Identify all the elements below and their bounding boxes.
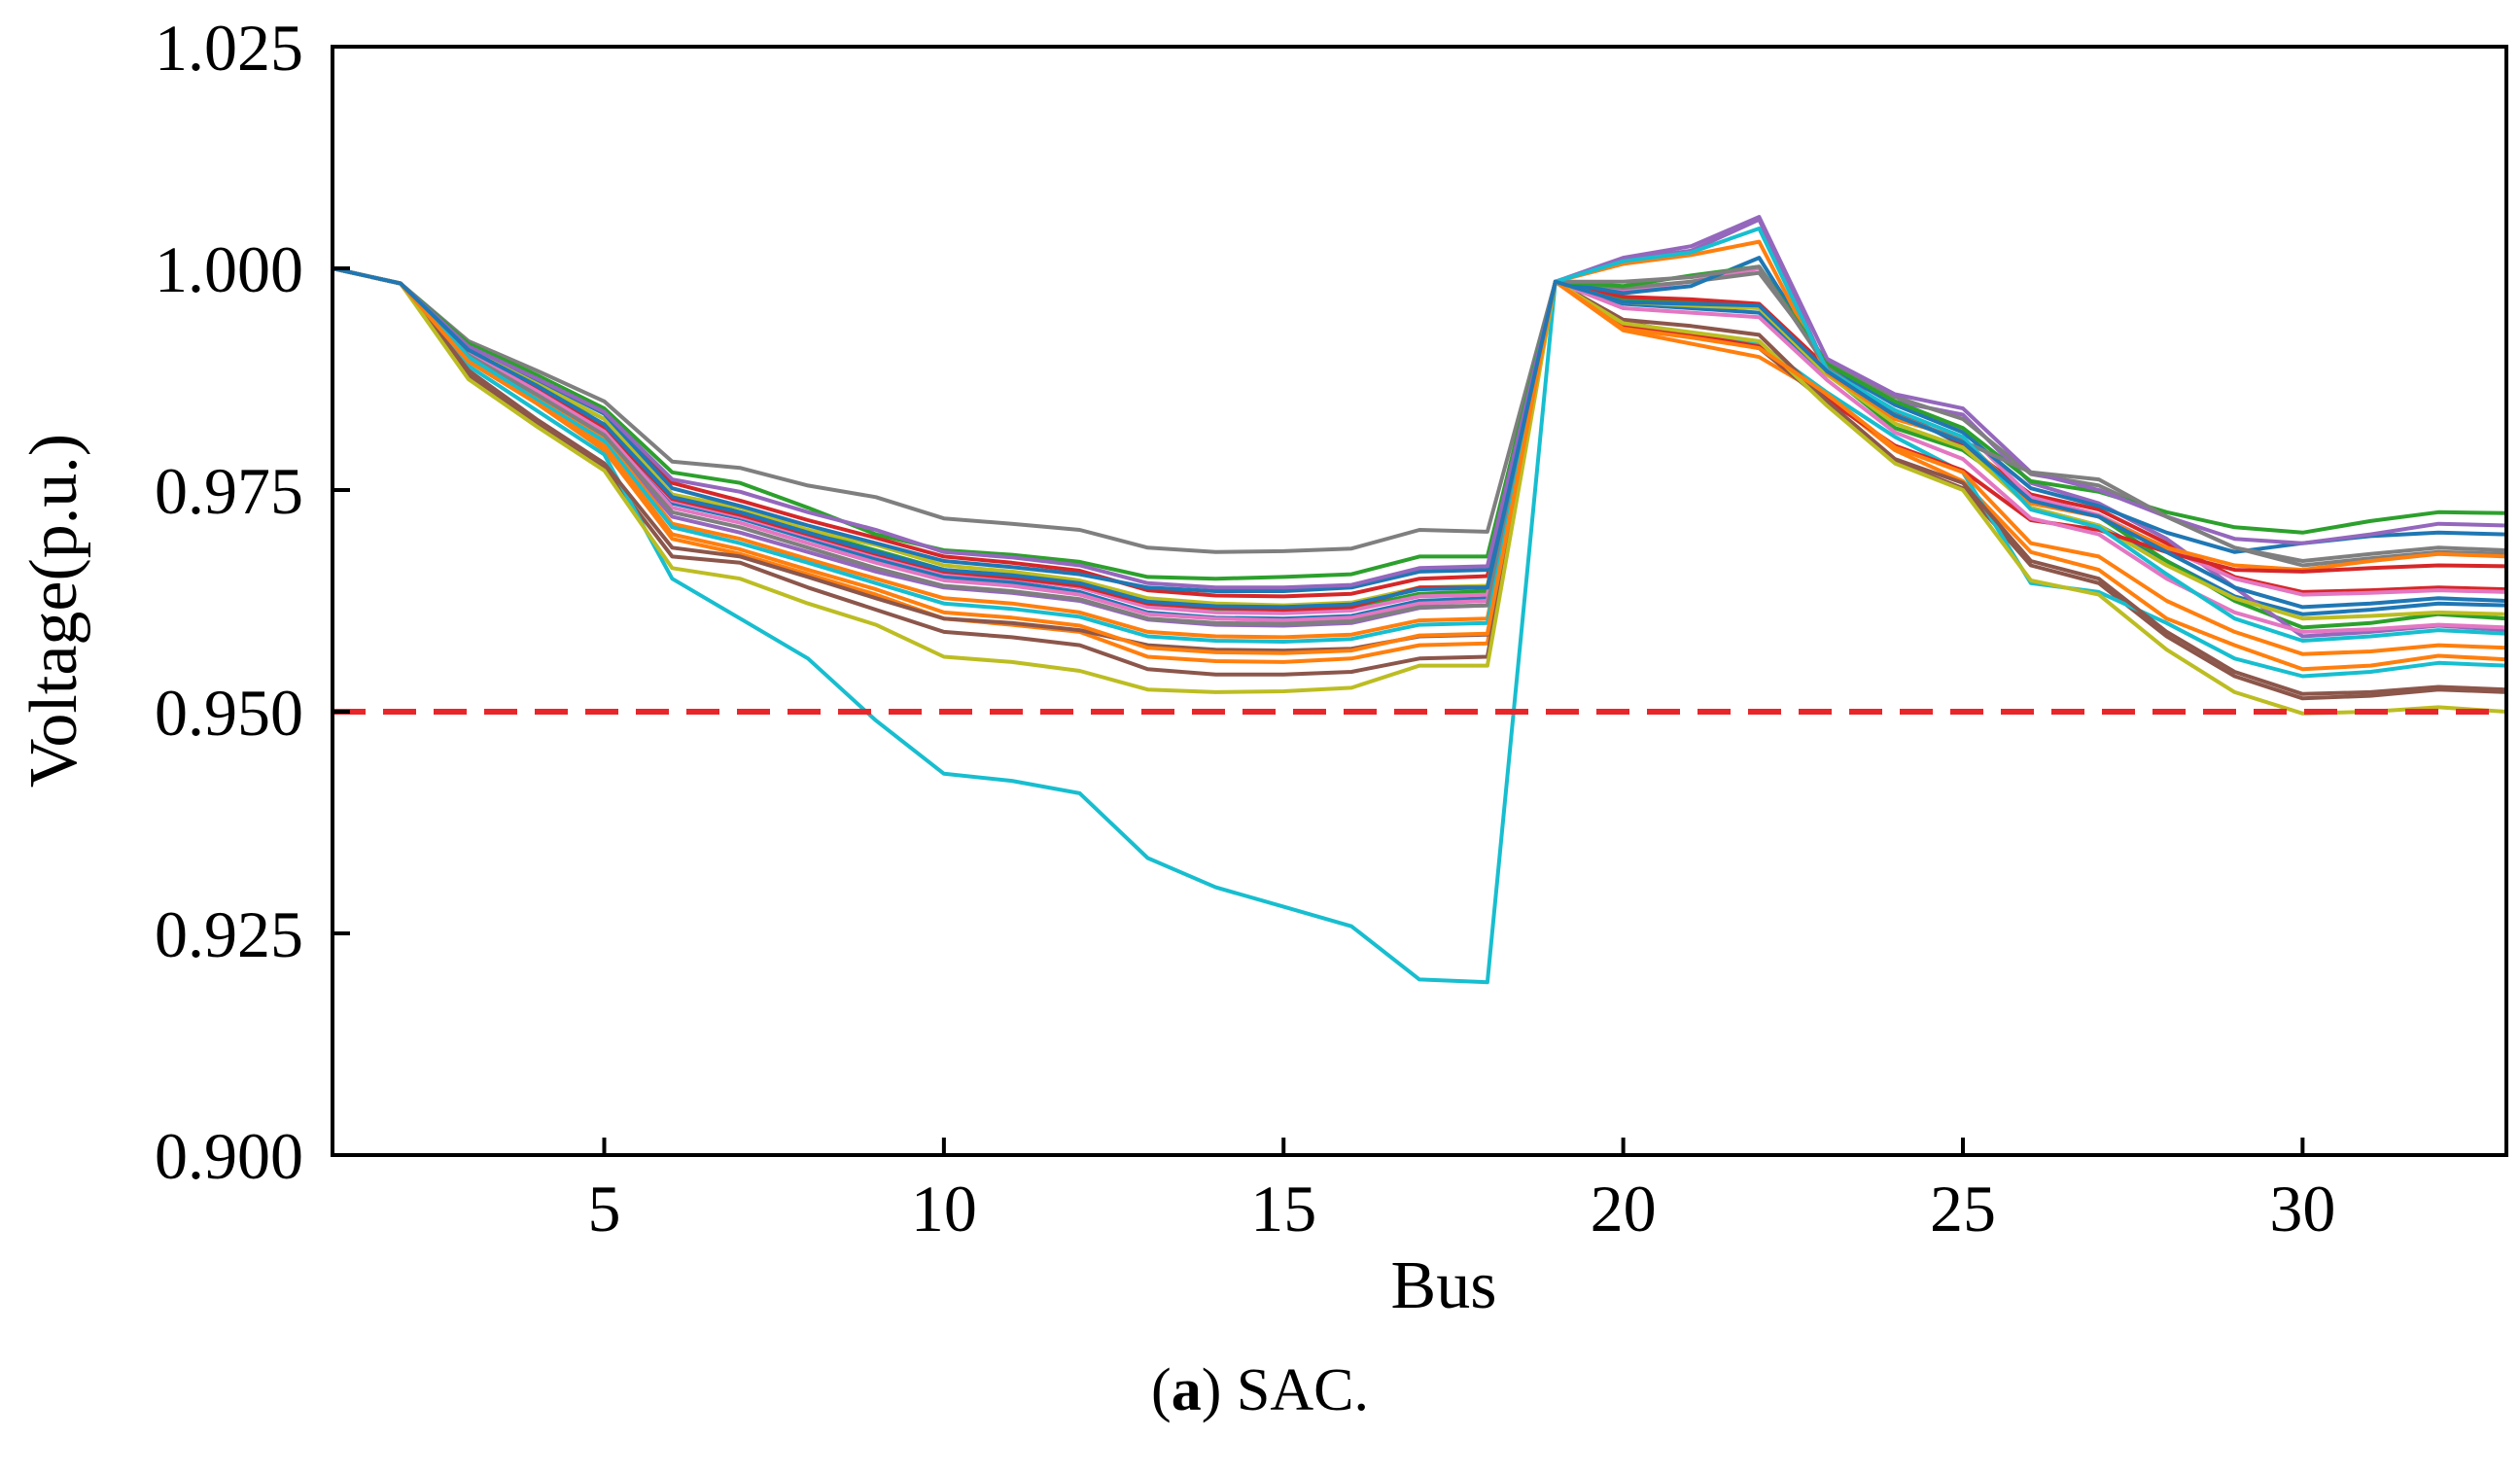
y-tick-label: 0.900 bbox=[155, 1119, 303, 1193]
y-tick-label: 1.000 bbox=[155, 232, 303, 306]
series-line-s18 bbox=[332, 264, 2507, 626]
plot-area-frame bbox=[331, 45, 2508, 1157]
y-axis-ticks: 0.900 0.925 0.950 0.975 1.000 1.025 bbox=[155, 11, 350, 1193]
series-line-s04 bbox=[332, 266, 2507, 599]
x-tick-label: 15 bbox=[1250, 1172, 1316, 1245]
x-tick-label: 10 bbox=[911, 1172, 977, 1245]
series-line-s19 bbox=[332, 266, 2507, 716]
series-line-s22 bbox=[332, 266, 2507, 610]
series-line-s12 bbox=[332, 239, 2507, 640]
series-line-s06 bbox=[332, 266, 2507, 701]
x-tick-label: 30 bbox=[2269, 1172, 2335, 1245]
caption-text: SAC. bbox=[1236, 1357, 1369, 1423]
series-line-s20 bbox=[332, 227, 2507, 644]
x-tick-label: 20 bbox=[1591, 1172, 1657, 1245]
series-line-s17 bbox=[332, 266, 2507, 634]
series-line-s11 bbox=[332, 256, 2507, 593]
y-tick-label: 0.925 bbox=[155, 897, 303, 971]
series-line-s15 bbox=[332, 215, 2507, 590]
y-tick-label: 1.025 bbox=[155, 11, 303, 85]
x-tick-label: 25 bbox=[1930, 1172, 1996, 1245]
y-axis-label: Voltage(p.u.) bbox=[17, 434, 91, 788]
x-axis-label: Bus bbox=[1391, 1248, 1497, 1323]
x-axis-ticks: 5 10 15 20 25 30 bbox=[588, 1138, 2335, 1245]
figure-caption: (a) SAC. bbox=[1151, 1357, 1369, 1423]
voltage-line-chart: 5 10 15 20 25 30 0.900 0.925 0.950 0.975 1.000 1.0… bbox=[17, 11, 2508, 1323]
series-line-s21 bbox=[332, 266, 2507, 656]
series-lines bbox=[332, 215, 2507, 985]
y-tick-label: 0.950 bbox=[155, 676, 303, 750]
series-line-s01 bbox=[332, 266, 2507, 621]
series-line-s02 bbox=[332, 266, 2507, 672]
series-line-s07 bbox=[332, 266, 2507, 615]
caption-label: a bbox=[1171, 1357, 1202, 1423]
y-tick-label: 0.975 bbox=[155, 454, 303, 528]
x-tick-label: 5 bbox=[588, 1172, 621, 1245]
